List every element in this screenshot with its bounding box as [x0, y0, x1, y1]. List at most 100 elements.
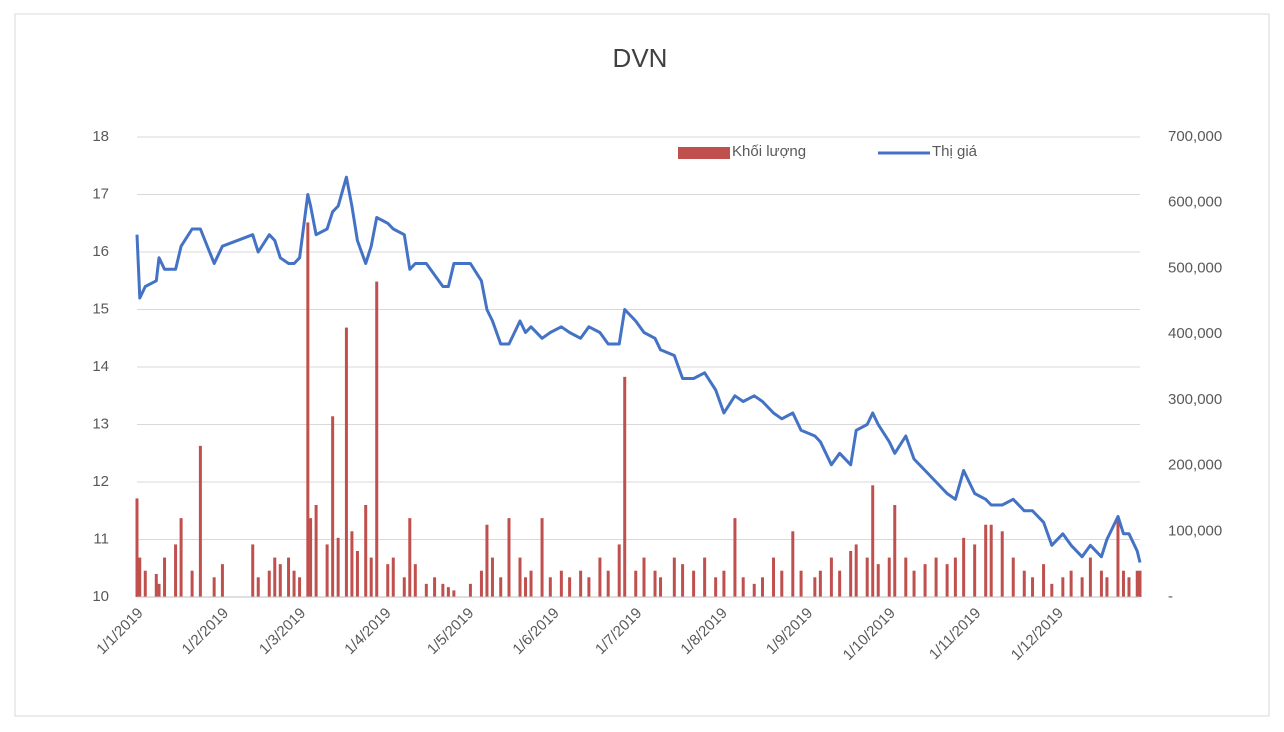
y2-tick-label: 400,000	[1168, 325, 1222, 342]
volume-bar	[1099, 570, 1103, 597]
volume-bar	[818, 570, 822, 597]
volume-bar	[212, 577, 216, 597]
volume-bar	[355, 551, 359, 597]
volume-bar	[1088, 557, 1092, 597]
volume-bar	[1011, 557, 1015, 597]
volume-bar	[865, 557, 869, 597]
volume-bar	[446, 587, 450, 597]
volume-bar	[441, 583, 445, 597]
volume-bar	[876, 564, 880, 597]
volume-bar	[174, 544, 178, 597]
volume-bar	[548, 577, 552, 597]
volume-bar	[540, 518, 544, 597]
volume-bar	[391, 557, 395, 597]
volume-bar	[559, 570, 563, 597]
volume-bar	[309, 518, 313, 597]
volume-bar	[962, 537, 966, 597]
y2-tick-label: 200,000	[1168, 457, 1222, 474]
volume-bar	[813, 577, 817, 597]
volume-bar	[163, 557, 167, 597]
volume-bar	[849, 551, 853, 597]
volume-bar	[267, 570, 271, 597]
volume-bar	[198, 445, 202, 597]
legend-label: Thị giá	[932, 143, 978, 160]
volume-bar	[452, 590, 456, 597]
volume-bar	[1080, 577, 1084, 597]
volume-bar	[468, 583, 472, 597]
volume-bar	[344, 327, 348, 597]
volume-bar	[887, 557, 891, 597]
y-tick-label: 18	[92, 128, 109, 145]
price-line	[135, 175, 1142, 563]
volume-bar	[157, 583, 161, 597]
y2-tick-label: 500,000	[1168, 259, 1222, 276]
volume-bar	[854, 544, 858, 597]
volume-bar	[829, 557, 833, 597]
y-tick-label: 11	[93, 530, 109, 547]
volume-bar	[923, 564, 927, 597]
y-tick-label: 15	[92, 300, 109, 317]
volume-bar	[989, 524, 993, 597]
volume-bar	[402, 577, 406, 597]
volume-bar	[733, 518, 737, 597]
volume-bar	[135, 498, 139, 597]
volume-bar	[579, 570, 583, 597]
volume-bar	[138, 557, 142, 597]
volume-bar	[838, 570, 842, 597]
volume-bar	[278, 564, 282, 597]
volume-bar	[653, 570, 657, 597]
volume-bar	[413, 564, 417, 597]
volume-bar	[251, 544, 255, 597]
volume-bar	[220, 564, 224, 597]
volume-bar	[386, 564, 390, 597]
legend-swatch	[678, 147, 730, 159]
volume-bar	[598, 557, 602, 597]
volume-bar	[499, 577, 503, 597]
volume-bar	[741, 577, 745, 597]
volume-bar	[617, 544, 621, 597]
y-tick-label: 12	[92, 473, 109, 490]
volume-bar	[681, 564, 685, 597]
volume-bar	[1116, 518, 1120, 597]
volume-bar	[143, 570, 147, 597]
volume-bar	[568, 577, 572, 597]
legend-label: Khối lượng	[732, 143, 806, 160]
volume-bar	[1105, 577, 1109, 597]
volume-bar	[692, 570, 696, 597]
volume-bar	[292, 570, 296, 597]
volume-bar	[336, 537, 340, 597]
volume-bar	[306, 222, 310, 597]
volume-bar	[375, 281, 379, 597]
volume-bar	[1031, 577, 1035, 597]
volume-bar	[350, 531, 354, 597]
volume-bar	[791, 531, 795, 597]
volume-bar	[642, 557, 646, 597]
volume-bar	[984, 524, 988, 597]
volume-bar	[1138, 570, 1142, 597]
volume-bar	[672, 557, 676, 597]
volume-bar	[154, 574, 158, 597]
chart-title: DVN	[613, 43, 668, 73]
volume-bar	[369, 557, 373, 597]
volume-bar	[634, 570, 638, 597]
volume-bar	[1050, 583, 1054, 597]
volume-bar	[424, 583, 428, 597]
volume-bar	[945, 564, 949, 597]
y-tick-label: 10	[92, 588, 109, 605]
volume-bar	[190, 570, 194, 597]
volume-bar	[1061, 577, 1065, 597]
volume-bar	[1000, 531, 1004, 597]
volume-bar	[1042, 564, 1046, 597]
volume-bar	[871, 485, 875, 597]
volume-bar	[325, 544, 329, 597]
volume-bar	[934, 557, 938, 597]
y2-tick-label: 600,000	[1168, 194, 1222, 211]
y-tick-label: 17	[92, 185, 109, 202]
volume-bar	[331, 416, 335, 597]
volume-bar	[714, 577, 718, 597]
volume-bar	[179, 518, 183, 597]
volume-bar	[606, 570, 610, 597]
volume-bar	[364, 505, 368, 597]
volume-bar	[256, 577, 260, 597]
